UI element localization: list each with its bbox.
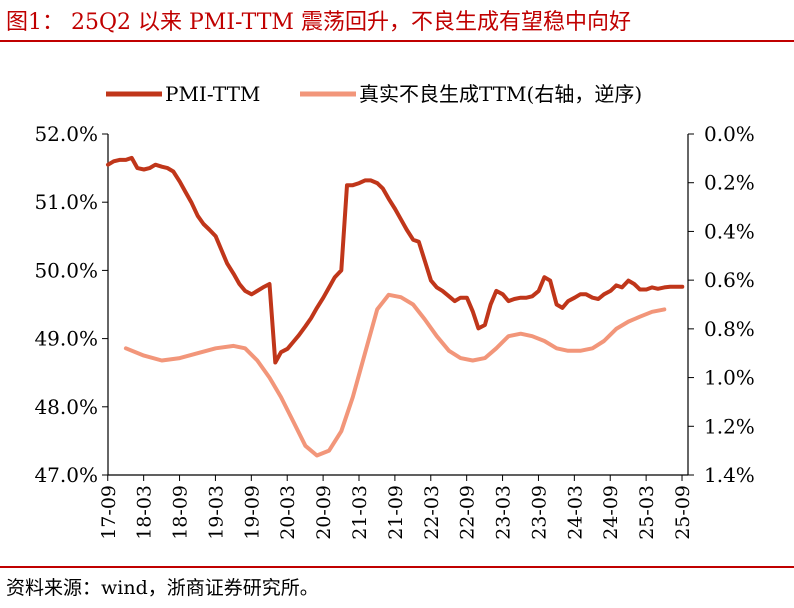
x-axis-tick-label: 23-09	[528, 485, 550, 540]
x-axis-tick-label: 18-09	[170, 485, 192, 540]
x-axis-tick-label: 17-09	[98, 485, 120, 540]
left-axis-tick-label: 48.0%	[34, 395, 98, 419]
legend-label-npl: 真实不良生成TTM(右轴，逆序)	[359, 82, 642, 106]
left-axis-tick-label: 52.0%	[34, 122, 98, 146]
right-axis-tick-label: 1.4%	[704, 463, 755, 487]
footer-rule	[0, 566, 794, 568]
right-axis-tick-label: 0.6%	[704, 268, 755, 292]
x-axis-tick-label: 19-09	[241, 485, 263, 540]
x-axis-tick-label: 20-03	[277, 485, 299, 540]
left-axis-tick-label: 47.0%	[34, 463, 98, 487]
right-axis-tick-label: 0.4%	[704, 219, 755, 243]
left-axis-tick-label: 51.0%	[34, 190, 98, 214]
figure-title: 图1： 25Q2 以来 PMI-TTM 震荡回升，不良生成有望稳中向好	[6, 10, 631, 35]
left-axis-tick-label: 50.0%	[34, 258, 98, 282]
chart-legend: PMI-TTM 真实不良生成TTM(右轴，逆序)	[106, 82, 642, 106]
right-axis-tick-label: 0.2%	[704, 171, 755, 195]
x-axis-tick-label: 21-03	[349, 485, 371, 540]
right-axis-tick-label: 0.8%	[704, 317, 755, 341]
series-line-pmi	[106, 155, 685, 365]
chart-series	[106, 155, 685, 458]
x-axis-tick-label: 18-03	[134, 485, 156, 540]
x-axis-tick-label: 20-09	[313, 485, 335, 540]
x-axis-tick-label: 24-09	[600, 485, 622, 540]
chart-axes: 47.0% 48.0% 49.0% 50.0% 51.0% 52.0% 0.0% 0.2% 0.…	[34, 122, 754, 540]
x-axis-tick-label: 22-03	[421, 485, 443, 540]
source-note: 资料来源：wind，浙商证券研究所。	[6, 577, 319, 599]
x-axis-tick-label: 19-03	[205, 485, 227, 540]
right-axis-tick-label: 1.0%	[704, 366, 755, 390]
legend-label-pmi: PMI-TTM	[165, 82, 260, 106]
x-axis-tick-label: 22-09	[457, 485, 479, 540]
x-axis-tick-label: 21-09	[385, 485, 407, 540]
x-axis-tick-label: 25-03	[636, 485, 658, 540]
x-axis-tick-label: 23-03	[493, 485, 515, 540]
title-underline	[0, 40, 794, 42]
right-axis-tick-label: 0.0%	[704, 122, 755, 146]
x-axis-tick-label: 24-03	[564, 485, 586, 540]
series-line-npl	[123, 292, 667, 458]
left-axis-tick-label: 49.0%	[34, 327, 98, 351]
right-axis-tick-label: 1.2%	[704, 414, 755, 438]
x-axis-tick-label: 25-09	[672, 485, 694, 540]
